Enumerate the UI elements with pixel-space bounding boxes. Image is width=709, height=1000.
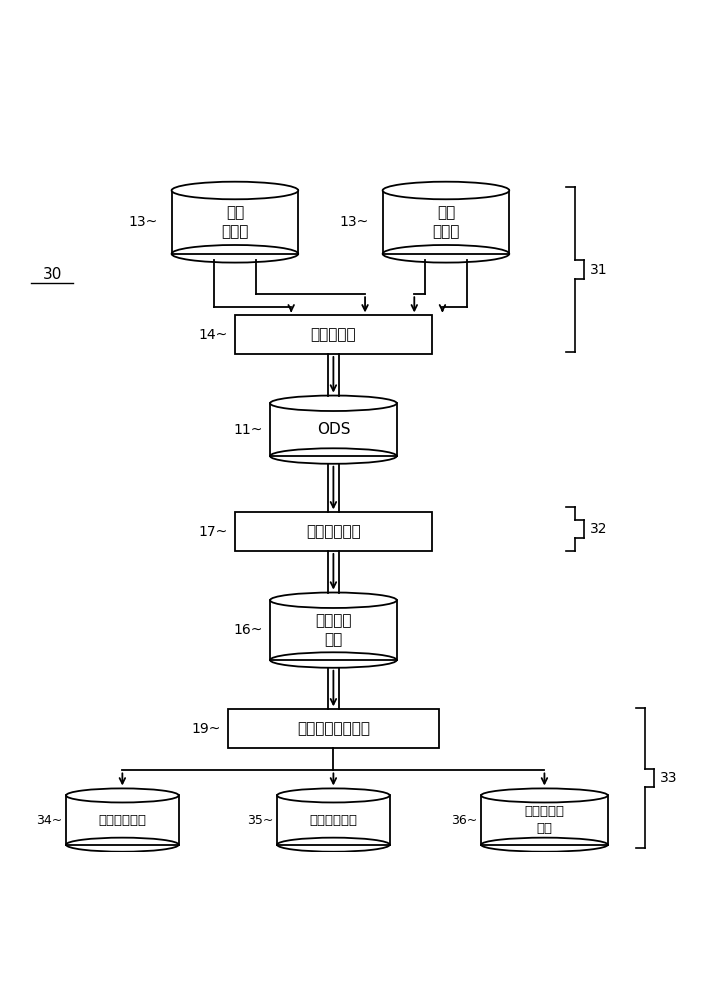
Text: 购物篮数据
集市: 购物篮数据 集市: [525, 805, 564, 835]
Text: 19~: 19~: [191, 722, 220, 736]
Text: 11~: 11~: [234, 423, 263, 437]
Bar: [172, 190, 298, 254]
Ellipse shape: [270, 396, 397, 411]
Ellipse shape: [66, 838, 179, 852]
Text: 13~: 13~: [128, 215, 157, 229]
FancyBboxPatch shape: [235, 512, 432, 551]
Bar: [277, 795, 390, 845]
FancyBboxPatch shape: [228, 709, 439, 748]
Text: 生产
数据库: 生产 数据库: [221, 205, 249, 240]
Text: 生产
数据库: 生产 数据库: [432, 205, 459, 240]
Text: 32: 32: [589, 522, 607, 536]
Text: 34~: 34~: [36, 814, 62, 827]
Text: 本地数据库服务器: 本地数据库服务器: [297, 721, 370, 736]
Text: 30: 30: [43, 267, 62, 282]
Text: 奖励数据集市: 奖励数据集市: [99, 814, 146, 827]
Ellipse shape: [66, 788, 179, 802]
Ellipse shape: [383, 182, 509, 199]
Ellipse shape: [277, 788, 390, 802]
FancyBboxPatch shape: [235, 315, 432, 354]
Bar: [270, 600, 397, 660]
Ellipse shape: [270, 593, 397, 608]
Ellipse shape: [172, 245, 298, 263]
Text: 数据库服务器: 数据库服务器: [306, 524, 361, 539]
Text: 17~: 17~: [199, 525, 228, 539]
Ellipse shape: [172, 182, 298, 199]
Text: 关联数据集市: 关联数据集市: [309, 814, 357, 827]
Ellipse shape: [270, 448, 397, 464]
Bar: [481, 795, 608, 845]
Text: 31: 31: [589, 263, 607, 277]
Bar: [66, 795, 179, 845]
Text: 企业数据
仓库: 企业数据 仓库: [315, 613, 352, 648]
Ellipse shape: [481, 838, 608, 852]
Bar: [383, 190, 509, 254]
Text: 35~: 35~: [247, 814, 274, 827]
Bar: [270, 403, 397, 456]
Ellipse shape: [383, 245, 509, 263]
Text: 33: 33: [660, 771, 677, 785]
Text: 13~: 13~: [340, 215, 369, 229]
Text: 14~: 14~: [199, 328, 228, 342]
Text: 36~: 36~: [452, 814, 478, 827]
Ellipse shape: [277, 838, 390, 852]
Text: 16~: 16~: [234, 623, 263, 637]
Ellipse shape: [481, 788, 608, 802]
Ellipse shape: [270, 652, 397, 668]
Text: 事务服务器: 事务服务器: [311, 327, 356, 342]
Text: ODS: ODS: [317, 422, 350, 437]
